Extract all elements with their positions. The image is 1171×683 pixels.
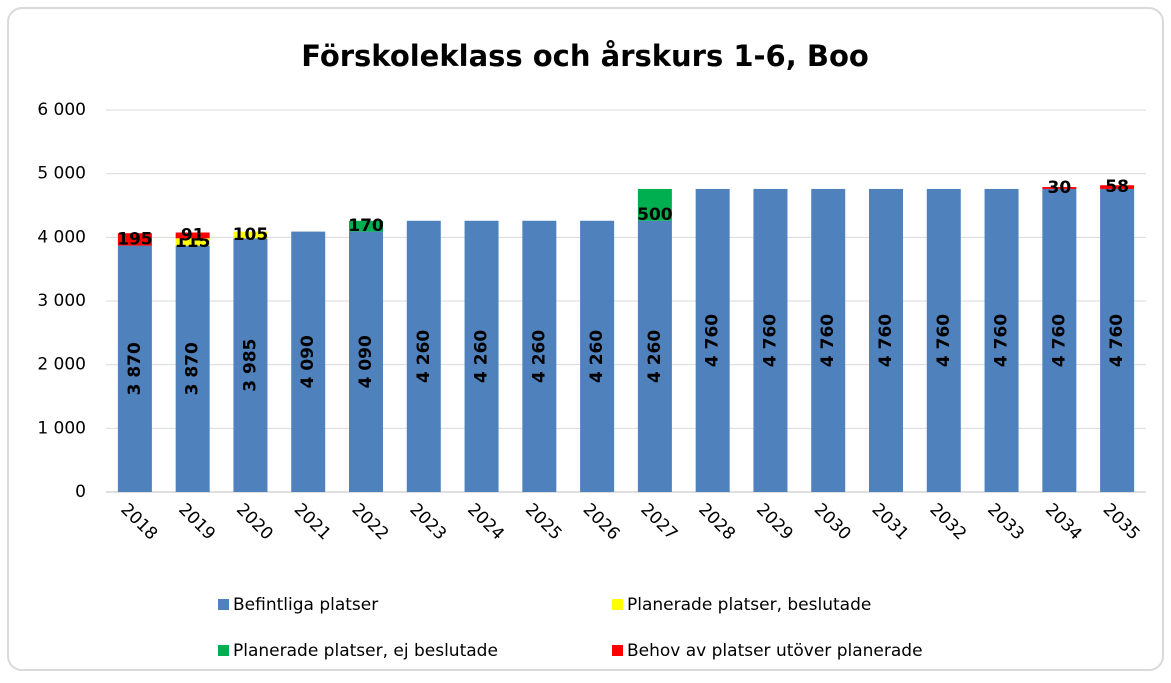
data-label: 3 985 xyxy=(240,339,260,392)
data-label: 4 090 xyxy=(356,335,376,388)
bar-segment xyxy=(233,231,268,239)
y-tick-label: 4 000 xyxy=(37,227,86,247)
data-label: 4 260 xyxy=(587,330,607,383)
bar-segment xyxy=(695,188,730,493)
legend-label: Planerade platser, beslutade xyxy=(627,595,871,615)
data-label: 3 870 xyxy=(183,342,203,395)
bar-segment xyxy=(637,188,672,221)
data-label: 4 760 xyxy=(760,314,780,367)
data-label: 105 xyxy=(233,225,269,245)
legend-label: Befintliga platser xyxy=(233,595,378,615)
bar-segment xyxy=(984,188,1019,493)
data-label: 4 760 xyxy=(876,314,896,367)
data-label: 4 260 xyxy=(472,330,492,383)
bar-segment xyxy=(406,220,441,492)
data-label: 195 xyxy=(117,229,153,249)
chart-title: Förskoleklass och årskurs 1-6, Boo xyxy=(301,39,869,73)
legend-label: Behov av platser utöver planerade xyxy=(627,641,923,661)
bar-segment xyxy=(522,220,557,492)
bar-segment xyxy=(349,220,383,232)
bar-segment xyxy=(117,245,152,492)
y-tick-label: 3 000 xyxy=(37,291,86,311)
data-label: 4 760 xyxy=(818,314,838,367)
bar-segment xyxy=(1042,188,1077,493)
data-label: 4 760 xyxy=(1049,314,1069,367)
legend-label: Planerade platser, ej beslutade xyxy=(233,641,498,661)
data-label: 4 260 xyxy=(529,330,549,383)
data-label: 4 760 xyxy=(992,314,1012,367)
bar-segment xyxy=(349,231,383,492)
bar-segment xyxy=(175,238,210,246)
bar-segment xyxy=(1100,188,1135,493)
y-tick-label: 1 000 xyxy=(37,418,86,438)
y-tick-label: 2 000 xyxy=(37,355,86,375)
bar-segment xyxy=(753,188,788,493)
bar-segment xyxy=(291,231,326,492)
bar-segment xyxy=(117,233,152,246)
legend-swatch xyxy=(218,645,229,656)
data-label: 30 xyxy=(1047,178,1071,198)
data-label: 4 260 xyxy=(414,330,434,383)
data-label: 58 xyxy=(1105,177,1129,197)
bar-segment xyxy=(811,188,846,493)
legend-swatch xyxy=(218,599,229,610)
data-label: 170 xyxy=(348,216,384,236)
data-label: 4 260 xyxy=(645,330,665,383)
data-label: 4 090 xyxy=(298,335,318,388)
data-label: 500 xyxy=(637,205,673,225)
y-tick-label: 0 xyxy=(75,482,86,502)
bar-segment xyxy=(1042,187,1077,189)
bar-segment xyxy=(175,245,210,492)
y-tick-label: 5 000 xyxy=(37,164,86,184)
data-label: 4 760 xyxy=(1107,314,1127,367)
bar-segment xyxy=(580,220,615,492)
bar-segment xyxy=(464,220,499,492)
bar-segment xyxy=(1100,185,1135,189)
data-label: 91 xyxy=(181,225,205,245)
bar-segment xyxy=(637,220,672,492)
bar-segment xyxy=(233,238,268,492)
data-label: 4 760 xyxy=(934,314,954,367)
bar-segment xyxy=(926,188,961,493)
legend-swatch xyxy=(612,645,623,656)
data-label: 4 760 xyxy=(703,314,723,367)
bar-segment xyxy=(869,188,903,493)
data-label: 3 870 xyxy=(125,342,145,395)
y-tick-label: 6 000 xyxy=(37,100,86,120)
legend-swatch xyxy=(612,599,623,610)
bar-segment xyxy=(175,232,210,239)
